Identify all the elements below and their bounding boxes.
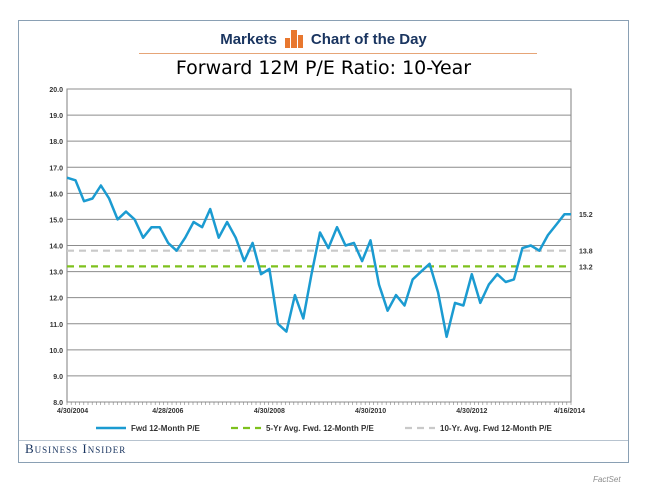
legend-label: 10-Yr. Avg. Fwd 12-Month P/E xyxy=(440,424,553,433)
brand-divider xyxy=(19,440,628,441)
business-insider-brand: Business Insider xyxy=(25,441,127,456)
y-tick-label: 10.0 xyxy=(49,348,63,355)
y-tick-label: 14.0 xyxy=(49,244,63,251)
x-tick-label: 4/30/2010 xyxy=(355,408,386,415)
source-credit: FactSet xyxy=(593,475,621,484)
x-tick-label: 4/30/2012 xyxy=(456,408,487,415)
y-tick-label: 11.0 xyxy=(50,322,63,329)
y-tick-label: 8.0 xyxy=(53,400,63,407)
y-tick-label: 15.0 xyxy=(49,217,63,224)
legend-label: 5-Yr Avg. Fwd. 12-Month P/E xyxy=(266,424,375,433)
x-tick-label: 4/30/2004 xyxy=(57,408,88,415)
y-tick-label: 19.0 xyxy=(49,113,63,120)
end-label: 13.8 xyxy=(579,249,593,256)
legend-label: Fwd 12-Month P/E xyxy=(131,424,201,433)
y-tick-label: 13.0 xyxy=(49,270,63,277)
chart-title: Forward 12M P/E Ratio: 10-Year xyxy=(175,57,472,79)
series-line-0 xyxy=(66,176,571,339)
y-tick-label: 18.0 xyxy=(49,139,63,146)
end-label: 13.2 xyxy=(579,264,593,271)
y-tick-label: 17.0 xyxy=(49,165,63,172)
y-tick-label: 9.0 xyxy=(53,374,63,381)
header-rule xyxy=(139,53,537,54)
header-markets-label: Markets xyxy=(220,30,277,48)
x-tick-label: 4/30/2008 xyxy=(254,408,285,415)
bar-chart-logo-icon xyxy=(284,30,303,48)
y-tick-label: 12.0 xyxy=(49,296,63,303)
chart-header: Markets Chart of the Day xyxy=(19,27,628,51)
y-tick-label: 16.0 xyxy=(49,191,63,198)
end-label: 15.2 xyxy=(579,212,593,219)
y-tick-label: 20.0 xyxy=(49,87,63,94)
x-tick-label: 4/28/2006 xyxy=(152,408,183,415)
x-tick-label: 4/16/2014 xyxy=(554,408,585,415)
header-chart-of-day-label: Chart of the Day xyxy=(310,30,427,48)
